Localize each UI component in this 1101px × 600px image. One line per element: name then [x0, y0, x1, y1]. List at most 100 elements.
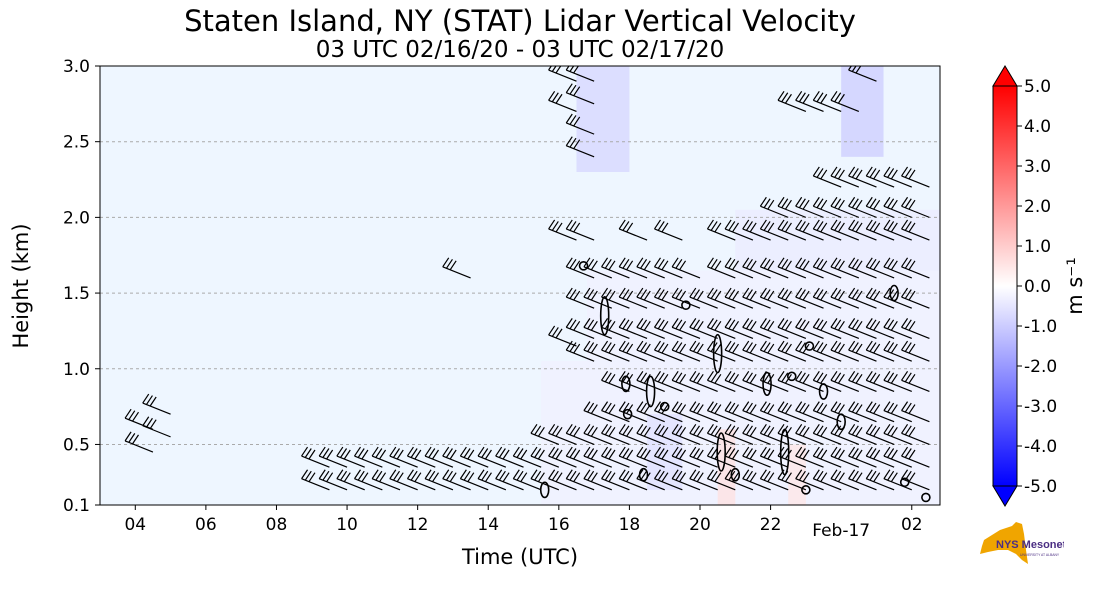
wind-barb-flag: [679, 343, 687, 354]
wind-barb-flag: [573, 260, 581, 271]
wind-barb-staff: [671, 326, 701, 340]
wind-barb-staff: [760, 266, 789, 279]
wind-barb-flag: [767, 260, 775, 271]
wind-barb-flag: [689, 423, 697, 434]
wind-barb-staff: [724, 379, 754, 393]
wind-barb-flag: [406, 469, 414, 480]
wind-barb-staff: [742, 478, 771, 491]
wind-barb-flag: [389, 446, 397, 457]
wind-barb-flag: [887, 402, 895, 413]
wind-barb-flag: [855, 343, 863, 354]
wind-barb-staff: [583, 455, 612, 468]
wind-barb-flag: [643, 260, 651, 271]
wind-barb-flag: [812, 166, 820, 177]
wind-barb-flag: [834, 258, 842, 269]
wind-barb-flag: [848, 219, 856, 230]
wind-barb-flag: [724, 423, 732, 434]
wind-barb-flag: [573, 66, 580, 74]
wind-barb-flag: [128, 410, 136, 420]
wind-barb-staff: [830, 432, 860, 446]
wind-barb-flag: [732, 290, 740, 301]
wind-barb-flag: [855, 222, 863, 233]
wind-barb-flag: [318, 469, 326, 480]
wind-barb-flag: [887, 372, 895, 383]
wind-barb-flag: [837, 290, 845, 301]
wind-barb-flag: [837, 222, 845, 233]
wind-barb-flag: [361, 449, 369, 460]
wind-barb-flag: [749, 426, 757, 437]
wind-barb-flag: [573, 343, 581, 354]
wind-barb-staff: [848, 296, 877, 309]
wind-barb-staff: [407, 478, 436, 491]
wind-barb-flag: [569, 221, 577, 231]
wind-barb-flag: [565, 83, 573, 94]
wind-barb-flag: [643, 373, 651, 384]
wind-barb-flag: [569, 319, 577, 330]
wind-barb-flag: [837, 169, 845, 180]
wind-barb-flag: [883, 446, 891, 457]
wind-barb-flag: [653, 340, 661, 351]
wind-barb-staff: [477, 455, 507, 468]
wind-barb-flag: [604, 342, 612, 352]
wind-barb-flag: [573, 222, 581, 233]
wind-barb-staff: [142, 425, 171, 438]
wind-barb-flag: [587, 342, 595, 352]
wind-barb-flag: [636, 340, 644, 351]
wind-barb-flag: [661, 222, 669, 233]
wind-barb-flag: [812, 401, 820, 411]
wind-barb-flag: [410, 470, 418, 481]
wind-barb-flag: [706, 287, 714, 298]
wind-barb-staff: [671, 379, 701, 393]
wind-barb-staff: [901, 326, 930, 340]
wind-barb-flag: [732, 343, 740, 354]
wind-barb-flag: [798, 258, 806, 269]
wind-barb-staff: [901, 455, 930, 468]
contour-line: [716, 432, 726, 472]
wind-barb-flag: [445, 258, 453, 269]
wind-barb-staff: [566, 326, 595, 340]
contour-line: [712, 333, 723, 374]
wind-barb-flag: [869, 168, 877, 178]
wind-barb-flag: [693, 470, 701, 481]
wind-barb-flag: [816, 198, 824, 209]
wind-barb-staff: [618, 296, 648, 309]
wind-barb-flag: [626, 222, 634, 233]
wind-barb-flag: [795, 257, 803, 268]
wind-barb-staff: [530, 478, 560, 491]
wind-barb-flag: [855, 66, 862, 74]
wind-barb-flag: [336, 446, 344, 457]
wind-barb-flag: [865, 371, 873, 381]
wind-barb-flag: [777, 318, 785, 328]
wind-barb-flag: [908, 320, 916, 331]
wind-barb-flag: [601, 401, 609, 411]
wind-barb-staff: [777, 266, 807, 279]
wind-barb-flag: [883, 257, 891, 268]
wind-barb-flag: [604, 289, 612, 299]
wind-barb-flag: [661, 373, 669, 384]
wind-barb-staff: [636, 455, 665, 468]
wind-barb-flag: [530, 446, 538, 457]
wind-barb-flag: [812, 371, 820, 381]
wind-barb-flag: [742, 401, 750, 411]
wind-barb-flag: [653, 318, 661, 328]
wind-barb-flag: [128, 433, 136, 443]
wind-barb-flag: [477, 469, 485, 480]
wind-barb-flag: [657, 425, 665, 436]
wind-barb-flag: [671, 340, 679, 351]
wind-barb-flag: [724, 287, 732, 298]
wind-barb-staff: [318, 478, 348, 491]
wind-barb-flag: [357, 448, 365, 458]
wind-barb-flag: [710, 289, 718, 299]
wind-barb-flag: [516, 470, 524, 481]
wind-barb-flag: [848, 166, 856, 177]
wind-barb-staff: [777, 349, 807, 362]
wind-barb-flag: [781, 402, 789, 413]
wind-barb-flag: [389, 469, 397, 480]
wind-barb-flag: [887, 168, 895, 178]
wind-barb-flag: [904, 448, 912, 458]
wind-barb-flag: [608, 343, 616, 354]
wind-barb-flag: [604, 402, 612, 413]
wind-barb-flag: [640, 425, 648, 436]
wind-barb-flag: [759, 257, 767, 268]
wind-barb-flag: [784, 373, 792, 384]
